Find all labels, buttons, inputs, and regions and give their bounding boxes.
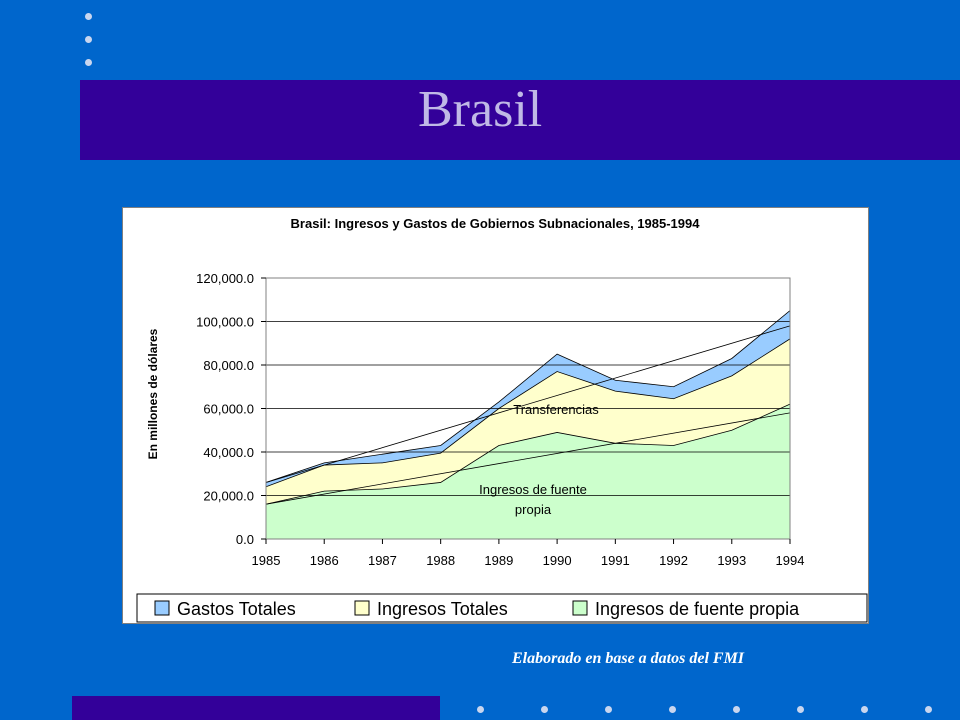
x-tick-label: 1991 <box>601 553 630 568</box>
x-tick-label: 1990 <box>543 553 572 568</box>
legend-label: Ingresos de fuente propia <box>595 599 800 619</box>
bullet-dot <box>733 706 740 713</box>
legend-swatch <box>572 600 588 616</box>
legend-label: Gastos Totales <box>177 599 296 619</box>
footer-bar <box>72 696 440 720</box>
bullet-dot <box>477 706 484 713</box>
legend-box <box>136 593 868 623</box>
x-tick-label: 1989 <box>484 553 513 568</box>
y-axis-label: En millones de dólares <box>146 328 160 459</box>
x-tick-label: 1994 <box>776 553 805 568</box>
source-credit: Elaborado en base a datos del FMI <box>512 650 745 667</box>
y-tick-label: 0.0 <box>236 532 254 547</box>
legend-label: Ingresos Totales <box>377 599 508 619</box>
x-tick-label: 1988 <box>426 553 455 568</box>
bullet-dot <box>85 13 92 20</box>
y-tick-label: 20,000.0 <box>203 489 254 504</box>
x-tick-label: 1987 <box>368 553 397 568</box>
annotation-label: Transferencias <box>513 402 599 417</box>
x-tick-label: 1992 <box>659 553 688 568</box>
legend-swatch <box>154 600 170 616</box>
slide-title: Brasil <box>418 81 543 138</box>
bullet-dot <box>541 706 548 713</box>
x-tick-label: 1985 <box>252 553 281 568</box>
bullet-dot <box>85 36 92 43</box>
legend-swatch <box>354 600 370 616</box>
x-tick-label: 1986 <box>310 553 339 568</box>
y-tick-label: 40,000.0 <box>203 445 254 460</box>
bullet-dot <box>669 706 676 713</box>
y-tick-label: 100,000.0 <box>196 315 254 330</box>
area-chart: Brasil: Ingresos y Gastos de Gobiernos S… <box>136 216 868 623</box>
y-tick-label: 120,000.0 <box>196 271 254 286</box>
trendline-1 <box>265 412 791 505</box>
bullet-dot <box>605 706 612 713</box>
y-tick-label: 60,000.0 <box>203 402 254 417</box>
annotation-label: propia <box>515 502 552 517</box>
annotation-label: Ingresos de fuente <box>479 482 587 497</box>
bullet-dot <box>797 706 804 713</box>
chart-container: Brasil: Ingresos y Gastos de Gobiernos S… <box>122 207 869 624</box>
bullet-dot <box>85 59 92 66</box>
bullet-dot <box>925 706 932 713</box>
x-tick-label: 1993 <box>717 553 746 568</box>
bullet-dot <box>861 706 868 713</box>
y-tick-label: 80,000.0 <box>203 358 254 373</box>
title-bar: Brasil <box>80 80 960 160</box>
chart-title: Brasil: Ingresos y Gastos de Gobiernos S… <box>291 216 701 231</box>
trendline-0 <box>265 325 791 483</box>
